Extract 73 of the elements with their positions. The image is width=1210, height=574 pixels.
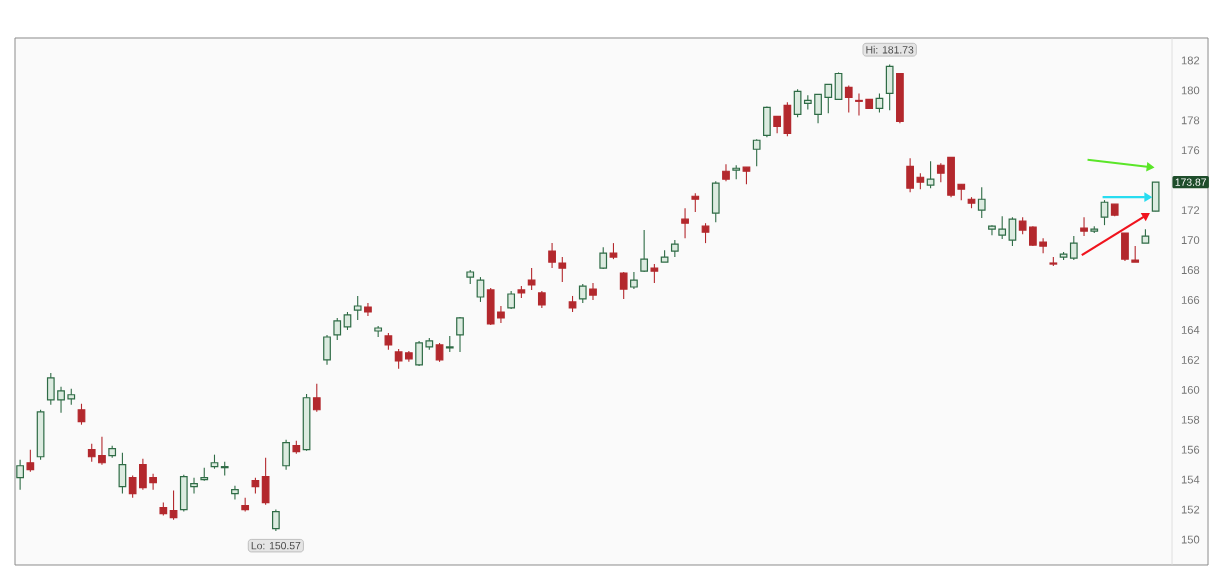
candlestick xyxy=(906,157,914,193)
candlestick xyxy=(323,334,331,366)
candlestick xyxy=(589,282,597,301)
candlestick xyxy=(578,283,587,304)
candlestick xyxy=(558,256,567,283)
candlestick xyxy=(169,490,178,521)
candlestick xyxy=(128,475,137,499)
candlestick xyxy=(977,186,986,219)
candlestick xyxy=(814,93,822,124)
candlestick xyxy=(26,449,35,473)
candlestick xyxy=(415,340,423,367)
y-tick-label: 154 xyxy=(1181,475,1200,484)
candlestick xyxy=(875,92,884,113)
candlestick xyxy=(793,88,802,118)
candlestick xyxy=(1069,235,1078,261)
annotation: Hi: 181.73 xyxy=(866,45,914,54)
y-tick-label: 180 xyxy=(1181,86,1200,95)
candlestick xyxy=(548,242,556,269)
candlestick xyxy=(1100,199,1109,226)
candlestick xyxy=(46,372,55,406)
y-tick-label: 172 xyxy=(1181,206,1200,215)
candlestick xyxy=(824,83,833,114)
candlestick xyxy=(353,295,362,321)
candlestick xyxy=(1080,216,1088,237)
candlestick xyxy=(394,348,403,370)
y-tick-label: 150 xyxy=(1181,535,1200,544)
candlestick xyxy=(701,222,710,244)
candlestick xyxy=(640,229,649,273)
candlestick xyxy=(271,509,280,532)
y-tick-label: 156 xyxy=(1181,445,1200,454)
candlestick xyxy=(497,305,505,324)
candlestick xyxy=(333,317,342,341)
y-tick-label: 168 xyxy=(1181,266,1200,274)
candlestick xyxy=(435,342,444,363)
candlestick xyxy=(681,207,689,239)
candlestick xyxy=(936,162,945,183)
y-tick-label: 166 xyxy=(1181,296,1200,304)
candlestick xyxy=(988,224,996,236)
candlestick xyxy=(77,403,86,426)
candlestick xyxy=(16,459,24,491)
candlestick xyxy=(1039,237,1047,254)
candlestick xyxy=(149,473,157,491)
candlestick xyxy=(691,192,700,213)
candlestick xyxy=(650,263,659,284)
candlestick xyxy=(139,458,147,491)
candlestick xyxy=(118,452,127,495)
candlestick xyxy=(926,160,935,189)
candlestick xyxy=(312,383,321,413)
candlestick xyxy=(619,271,628,300)
y-tick-label: 162 xyxy=(1181,355,1200,364)
candlestick xyxy=(231,485,239,501)
y-tick-label: 158 xyxy=(1181,415,1200,424)
candlestick xyxy=(456,316,464,353)
y-tick-label: 182 xyxy=(1181,56,1200,65)
candlestick xyxy=(844,84,853,113)
y-tick-label: 178 xyxy=(1181,116,1200,125)
y-tick-label: 152 xyxy=(1181,505,1200,514)
candlestick xyxy=(527,267,536,291)
candlestick xyxy=(57,386,65,414)
candlestick xyxy=(752,138,761,167)
candlestick xyxy=(998,215,1007,240)
y-tick-label: 176 xyxy=(1181,146,1200,155)
candlestick xyxy=(476,276,485,303)
candlestick xyxy=(98,436,106,466)
candlestick xyxy=(1008,216,1017,247)
y-tick-label: 164 xyxy=(1181,326,1200,334)
candlestick xyxy=(855,92,863,116)
annotation: Lo: 150.57 xyxy=(251,542,301,550)
candlestick xyxy=(190,477,198,495)
candlestick xyxy=(282,439,290,471)
y-tick-label: 160 xyxy=(1181,385,1200,394)
text: 173.87 xyxy=(1175,178,1206,186)
y-tick-label: 170 xyxy=(1181,236,1200,245)
